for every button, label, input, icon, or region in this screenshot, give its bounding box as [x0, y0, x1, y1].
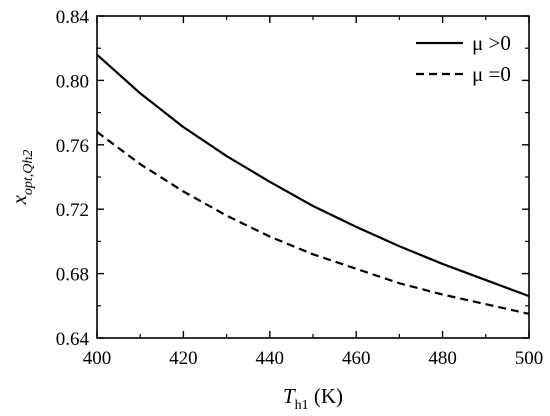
y-tick-label: 0.68	[56, 265, 89, 286]
legend-label-mu-zero: μ =0	[472, 62, 511, 86]
y-axis-label-main: x	[7, 194, 31, 205]
legend: μ >0 μ =0	[416, 31, 511, 86]
x-axis-label-sub: h1	[295, 398, 309, 413]
series-line-mu-positive	[96, 53, 530, 298]
y-tick-label: 0.80	[56, 71, 89, 92]
x-tick-label: 420	[169, 348, 198, 369]
axis-ticks: 400 420 440 460 480 500 0.64 0.68 0.72 0.76 0.80 0.…	[56, 7, 544, 369]
series-layer	[96, 53, 530, 315]
y-tick-label: 0.72	[56, 200, 89, 221]
x-tick-label: 460	[342, 348, 371, 369]
x-tick-label: 480	[428, 348, 457, 369]
y-axis-label-sub: opt,Qh2	[21, 150, 36, 196]
y-tick-label: 0.84	[56, 7, 90, 28]
y-tick-label: 0.64	[56, 329, 90, 350]
legend-label-mu-positive: μ >0	[472, 31, 511, 55]
series-line-mu-zero	[96, 131, 530, 315]
x-tick-label: 500	[515, 348, 544, 369]
x-axis-label-unit: (K)	[309, 384, 343, 408]
y-axis-label: xopt,Qh2	[7, 150, 36, 206]
x-tick-label: 400	[83, 348, 112, 369]
y-tick-label: 0.76	[56, 136, 89, 157]
x-axis-label-main: T	[283, 384, 296, 408]
x-axis-label: Th1 (K)	[283, 384, 343, 413]
x-tick-label: 440	[256, 348, 285, 369]
